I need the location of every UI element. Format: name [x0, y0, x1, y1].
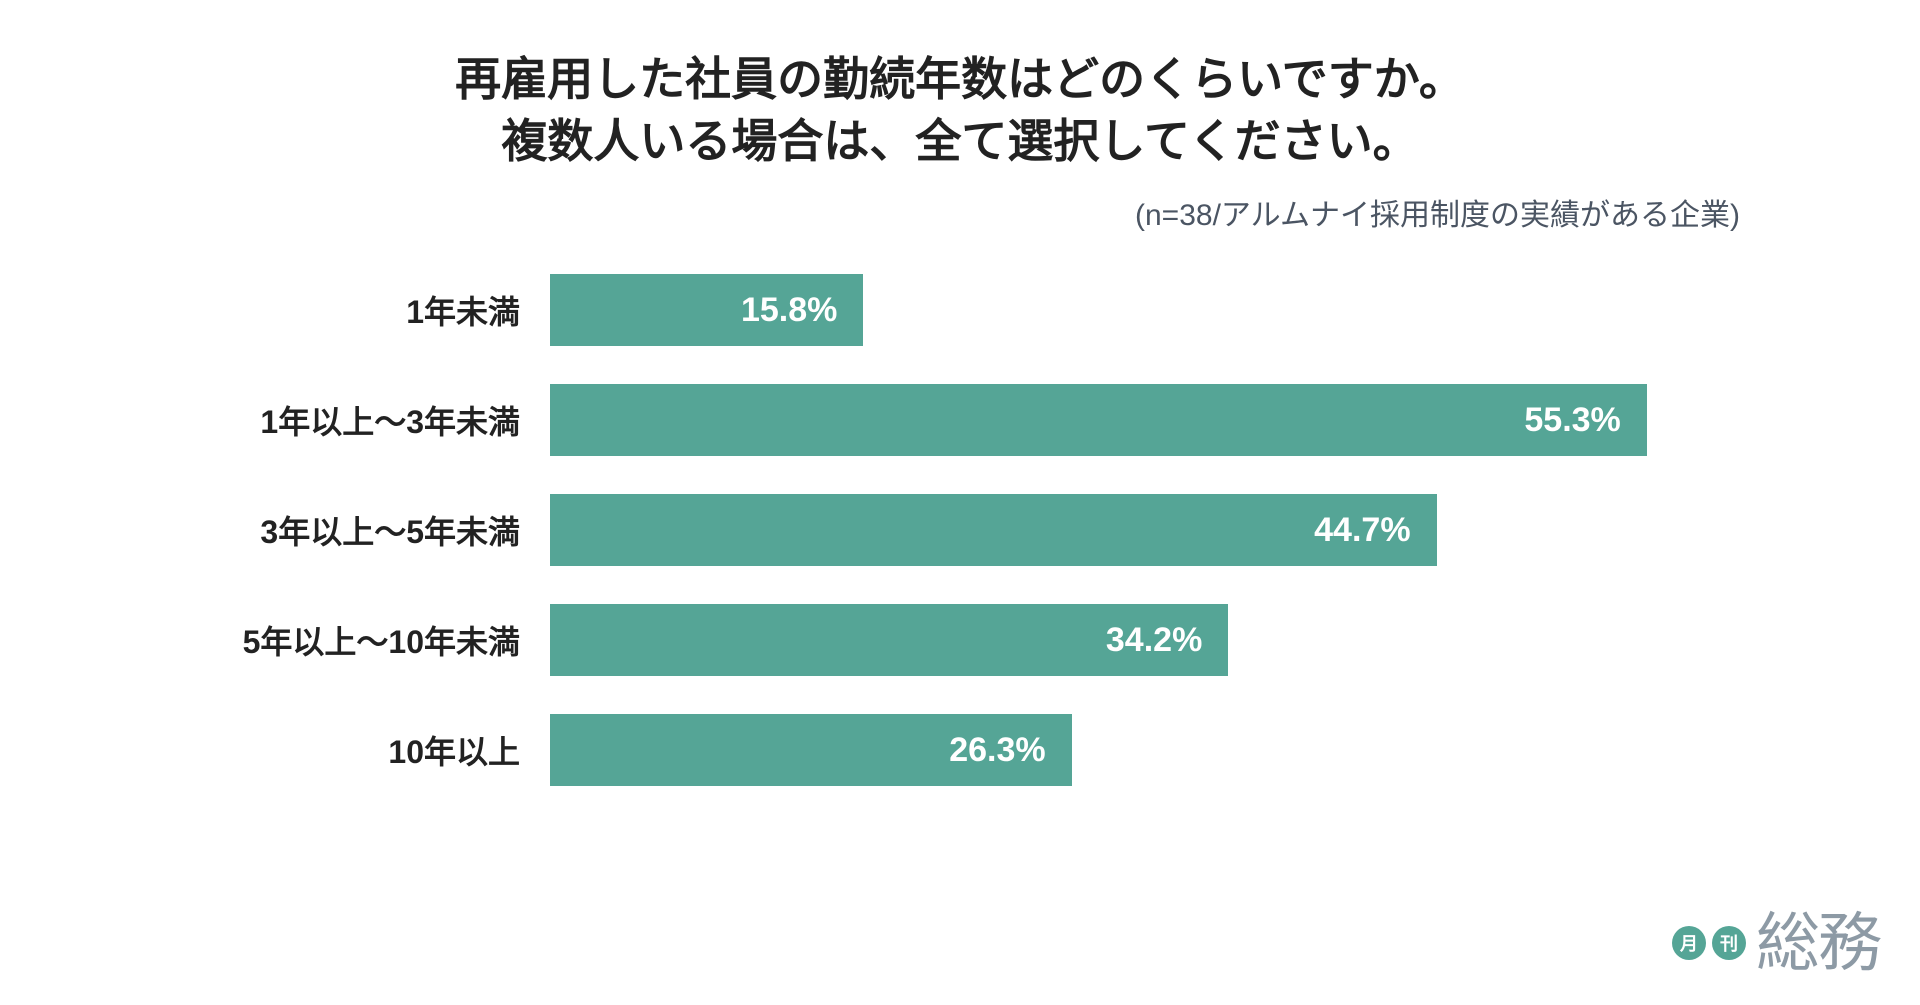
- horizontal-bar-chart: 1年未満 15.8% 1年以上～3年未満 55.3% 3年以上～5年未満 44.7% 5年以…: [0, 274, 1920, 786]
- bar-track: 34.2%: [550, 604, 1740, 676]
- bar-category-label: 5年以上～10年未満: [200, 617, 520, 663]
- bar-track: 44.7%: [550, 494, 1740, 566]
- bar-row: 10年以上 26.3%: [200, 714, 1740, 786]
- bar-value-label: 55.3%: [1524, 401, 1620, 440]
- logo-word: 総務: [1756, 911, 1880, 975]
- chart-subtitle: (n=38/アルムナイ採用制度の実績がある企業): [0, 190, 1920, 234]
- bar-value-label: 44.7%: [1314, 511, 1410, 550]
- bar-value-label: 34.2%: [1106, 621, 1202, 660]
- bar-category-label: 3年以上～5年未満: [200, 507, 520, 553]
- bar: 34.2%: [550, 604, 1228, 676]
- chart-title-line-1: 再雇用した社員の勤続年数はどのくらいですか。: [0, 48, 1920, 110]
- bar: 26.3%: [550, 714, 1072, 786]
- bar-value-label: 26.3%: [949, 731, 1045, 770]
- bar-track: 26.3%: [550, 714, 1740, 786]
- bar: 44.7%: [550, 494, 1437, 566]
- bar: 15.8%: [550, 274, 863, 346]
- logo-badges: 月 刊: [1672, 926, 1746, 960]
- chart-title-block: 再雇用した社員の勤続年数はどのくらいですか。 複数人いる場合は、全て選択してくだ…: [0, 0, 1920, 172]
- bar-row: 3年以上～5年未満 44.7%: [200, 494, 1740, 566]
- bar-value-label: 15.8%: [741, 291, 837, 330]
- bar-row: 1年未満 15.8%: [200, 274, 1740, 346]
- bar-row: 5年以上～10年未満 34.2%: [200, 604, 1740, 676]
- publisher-logo: 月 刊 総務: [1672, 911, 1880, 975]
- bar-category-label: 1年以上～3年未満: [200, 397, 520, 443]
- bar-row: 1年以上～3年未満 55.3%: [200, 384, 1740, 456]
- logo-badge-2: 刊: [1712, 926, 1746, 960]
- bar-category-label: 1年未満: [200, 287, 520, 333]
- bar-track: 15.8%: [550, 274, 1740, 346]
- bar-category-label: 10年以上: [200, 727, 520, 773]
- bar: 55.3%: [550, 384, 1647, 456]
- chart-title-line-2: 複数人いる場合は、全て選択してください。: [0, 110, 1920, 172]
- bar-track: 55.3%: [550, 384, 1740, 456]
- logo-badge-1: 月: [1672, 926, 1706, 960]
